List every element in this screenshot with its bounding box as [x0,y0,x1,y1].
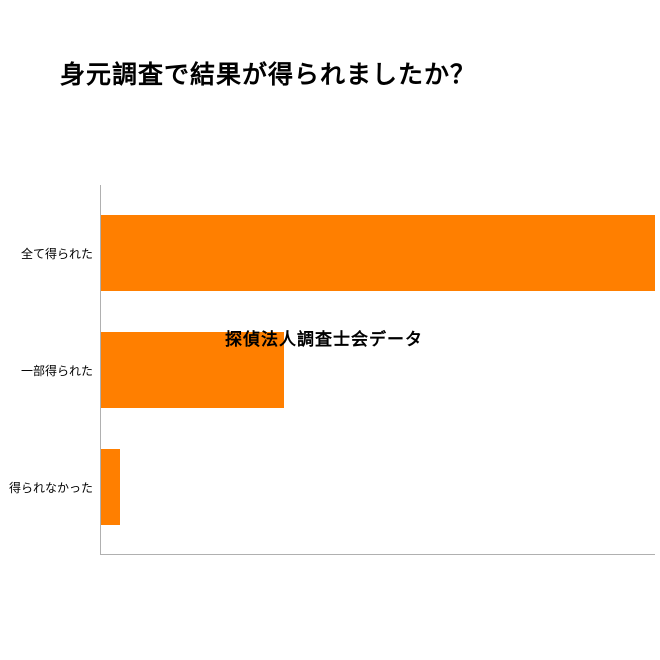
chart-title: 身元調査で結果が得られましたか？ [60,55,476,91]
y-axis-label: 得られなかった [9,479,93,496]
y-axis-label: 全て得られた [21,245,93,262]
watermark-text: 探偵法人調査士会データ [225,325,423,350]
bar [101,215,655,291]
bar-row: 得られなかった [101,449,655,525]
bar-row: 全て得られた [101,215,655,291]
chart-plot-area: 全て得られた 一部得られた 得られなかった [100,185,655,555]
y-axis-label: 一部得られた [21,362,93,379]
bar [101,449,120,525]
